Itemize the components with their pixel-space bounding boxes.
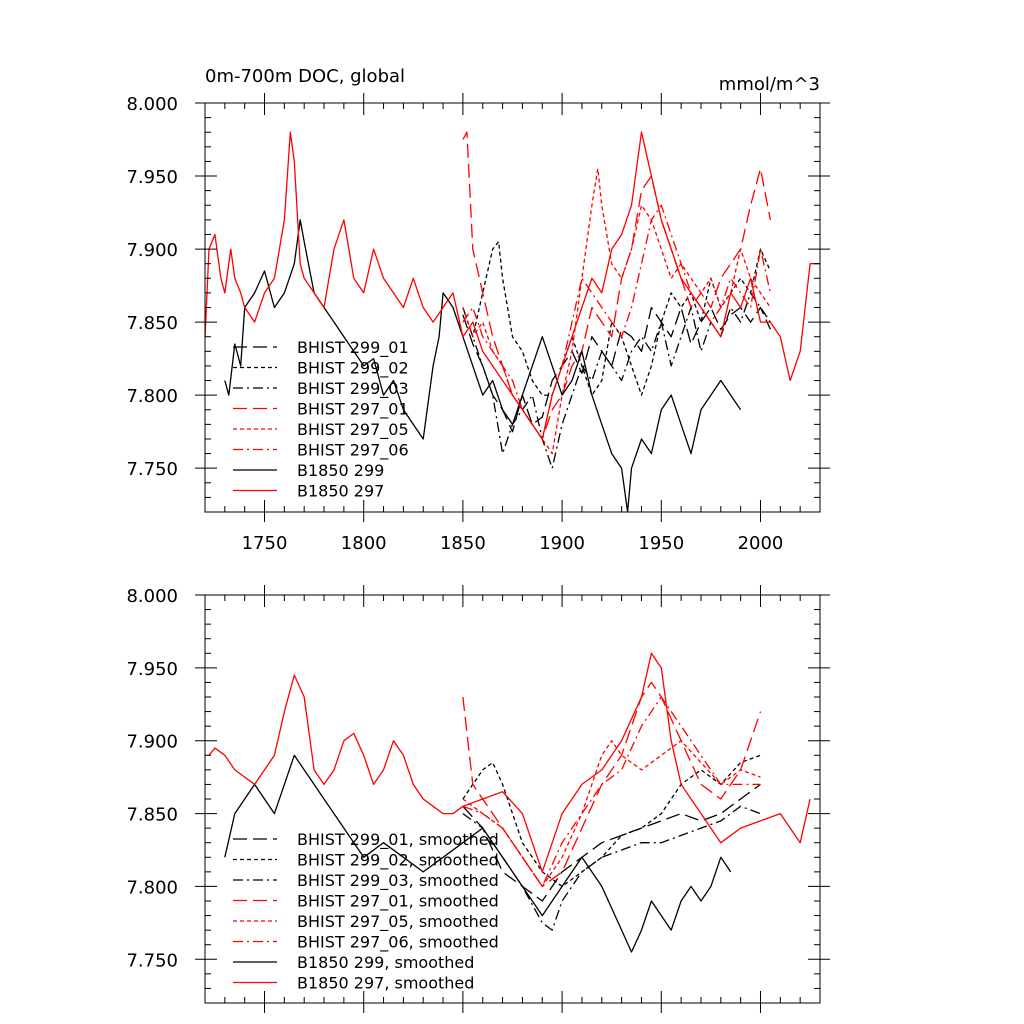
- series-group: [208, 652, 811, 953]
- legend-label: BHIST 297_01, smoothed: [297, 892, 499, 912]
- x-tick-label: 1850: [440, 533, 486, 554]
- legend-label: B1850 297, smoothed: [297, 974, 474, 993]
- legend-label: BHIST 297_05: [297, 420, 409, 440]
- x-tick-label: 1950: [638, 533, 684, 554]
- series-line-3: [462, 805, 761, 931]
- legend-label: B1850 297: [297, 482, 384, 501]
- y-tick-label: 7.900: [126, 240, 178, 261]
- legend-label: BHIST 299_02, smoothed: [297, 851, 499, 871]
- legend-label: BHIST 297_06, smoothed: [297, 933, 499, 953]
- series-line-6: [462, 696, 761, 888]
- chart-title: 0m-700m DOC, global: [205, 66, 405, 87]
- units-label: mmol/m^3: [719, 74, 820, 95]
- x-tick-label: 1900: [539, 533, 585, 554]
- y-tick-label: 8.000: [126, 94, 178, 115]
- legend-label: B1850 299: [297, 461, 384, 480]
- y-tick-label: 7.750: [126, 459, 178, 480]
- legend-label: BHIST 299_03: [297, 379, 409, 399]
- bottom-panel: 7.750 7.800 7.850 7.900 7.950 8.000 BHIST 299_…: [126, 585, 830, 1013]
- series-line-4: [462, 131, 772, 440]
- legend-label: BHIST 297_06: [297, 441, 409, 461]
- series-line-1: [462, 783, 761, 902]
- series-line-8: [204, 131, 820, 440]
- y-tick-label: 7.750: [126, 950, 178, 971]
- series-line-1: [462, 306, 771, 433]
- series-line-6: [462, 204, 772, 440]
- x-tick-label: 1800: [341, 533, 387, 554]
- top-panel: 1750 1800 1850 1900 1950 2000 7.750 7.800 7.850 7…: [126, 93, 830, 554]
- series-line-7: [224, 754, 732, 953]
- legend-label: B1850 299, smoothed: [297, 953, 474, 972]
- x-tick-label: 2000: [738, 533, 784, 554]
- legend-label: BHIST 299_02: [297, 359, 409, 379]
- series-line-2: [462, 754, 761, 888]
- series-line-4: [462, 681, 762, 888]
- y-tick-label: 7.950: [126, 167, 178, 188]
- legend-label: BHIST 297_01: [297, 400, 409, 420]
- legend-label: BHIST 299_01: [297, 338, 409, 358]
- series-group: [204, 131, 820, 513]
- y-tick-label: 7.900: [126, 732, 178, 753]
- legend-label: BHIST 299_03, smoothed: [297, 871, 499, 891]
- y-tick-label: 8.000: [126, 586, 178, 607]
- series-line-8: [208, 652, 811, 873]
- legend-label: BHIST 299_01, smoothed: [297, 830, 499, 850]
- x-tick-label: 1750: [242, 533, 288, 554]
- y-tick-label: 7.850: [126, 313, 178, 334]
- y-tick-label: 7.850: [126, 805, 178, 826]
- y-tick-label: 7.950: [126, 659, 178, 680]
- series-line-7: [224, 219, 742, 513]
- legend-label: BHIST 297_05, smoothed: [297, 912, 499, 932]
- y-tick-label: 7.800: [126, 386, 178, 407]
- y-tick-label: 7.800: [126, 877, 178, 898]
- series-line-3: [462, 292, 771, 469]
